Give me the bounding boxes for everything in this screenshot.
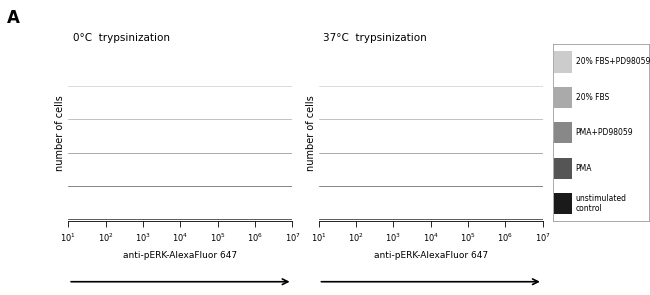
Text: 37°C  trypsinization: 37°C trypsinization: [323, 33, 427, 43]
Text: anti-pERK-AlexaFluor 647: anti-pERK-AlexaFluor 647: [374, 250, 488, 260]
Text: PMA+PD98059: PMA+PD98059: [576, 128, 633, 137]
Bar: [554, 51, 572, 73]
Text: unstimulated
control: unstimulated control: [576, 194, 627, 213]
Text: A: A: [6, 9, 20, 27]
Y-axis label: number of cells: number of cells: [55, 95, 66, 171]
Bar: [554, 122, 572, 143]
Text: PMA: PMA: [576, 164, 592, 173]
Bar: [554, 158, 572, 179]
Bar: [554, 87, 572, 108]
Y-axis label: number of cells: number of cells: [306, 95, 316, 171]
Text: 20% FBS: 20% FBS: [576, 93, 609, 102]
Bar: [554, 193, 572, 214]
Text: anti-pERK-AlexaFluor 647: anti-pERK-AlexaFluor 647: [124, 250, 237, 260]
Text: 20% FBS+PD98059: 20% FBS+PD98059: [576, 58, 650, 66]
Text: 0°C  trypsinization: 0°C trypsinization: [73, 33, 170, 43]
